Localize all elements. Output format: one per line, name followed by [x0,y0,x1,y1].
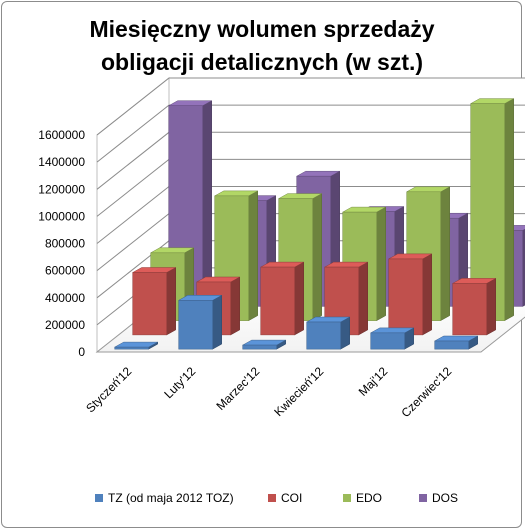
legend-label: EDO [356,491,382,505]
x-tick-label: Maj'12 [356,364,391,399]
x-tick-label: Czerwiec'12 [398,364,454,420]
legend-swatch [95,494,103,502]
legend-entry-3: EDO [343,491,382,505]
bar-2-1 [131,267,177,336]
legend-label: TZ (od maja 2012 TOZ) [108,491,234,505]
bar-1-3 [241,339,287,350]
chart-title-line-2: obligacji detalicznych (w szt.) [101,49,423,75]
gridline [96,104,525,163]
y-tick-label: 1400000 [38,155,85,169]
bars [113,98,525,350]
legend-swatch [268,494,276,502]
bar-1-6 [433,335,479,350]
y-tick-label: 0 [78,345,85,359]
gridline [96,77,525,136]
legend: TZ (od maja 2012 TOZ) COI EDO DOS [95,491,458,505]
y-tick-label: 400000 [45,291,85,305]
x-tick-label: Styczeń'12 [83,364,134,415]
x-tick-label: Kwiecień'12 [271,364,326,419]
bar-2-3 [259,261,305,336]
y-tick-label: 200000 [45,318,85,332]
bar-1-5 [369,327,415,350]
bar-3-6 [469,98,515,322]
legend-label: DOS [432,491,458,505]
bar-1-1 [113,341,159,350]
legend-swatch [343,494,351,502]
y-axis: 0 200000 400000 600000 800000 1000000 1200000 1… [38,128,85,359]
x-axis: Styczeń'12 Luty'12 Marzec'12 Kwiecień'12 Maj… [83,364,454,420]
x-tick-label: Marzec'12 [214,364,263,413]
y-tick-label: 600000 [45,264,85,278]
legend-entry-4: DOS [419,491,458,505]
x-tick-label: Luty'12 [161,364,198,401]
bar-2-6 [451,277,497,336]
y-tick-label: 1600000 [38,128,85,142]
bar-2-5 [387,253,433,336]
bar-1-4 [305,316,351,350]
legend-entry-1: TZ (od maja 2012 TOZ) [95,491,234,505]
y-tick-label: 1200000 [38,182,85,196]
legend-entry-2: COI [268,491,302,505]
bar-1-2 [177,294,223,350]
legend-swatch [419,494,427,502]
chart-title-line-1: Miesięczny wolumen sprzedaży [89,16,434,42]
y-tick-label: 800000 [45,237,85,251]
y-tick-label: 1000000 [38,209,85,223]
legend-label: COI [281,491,302,505]
